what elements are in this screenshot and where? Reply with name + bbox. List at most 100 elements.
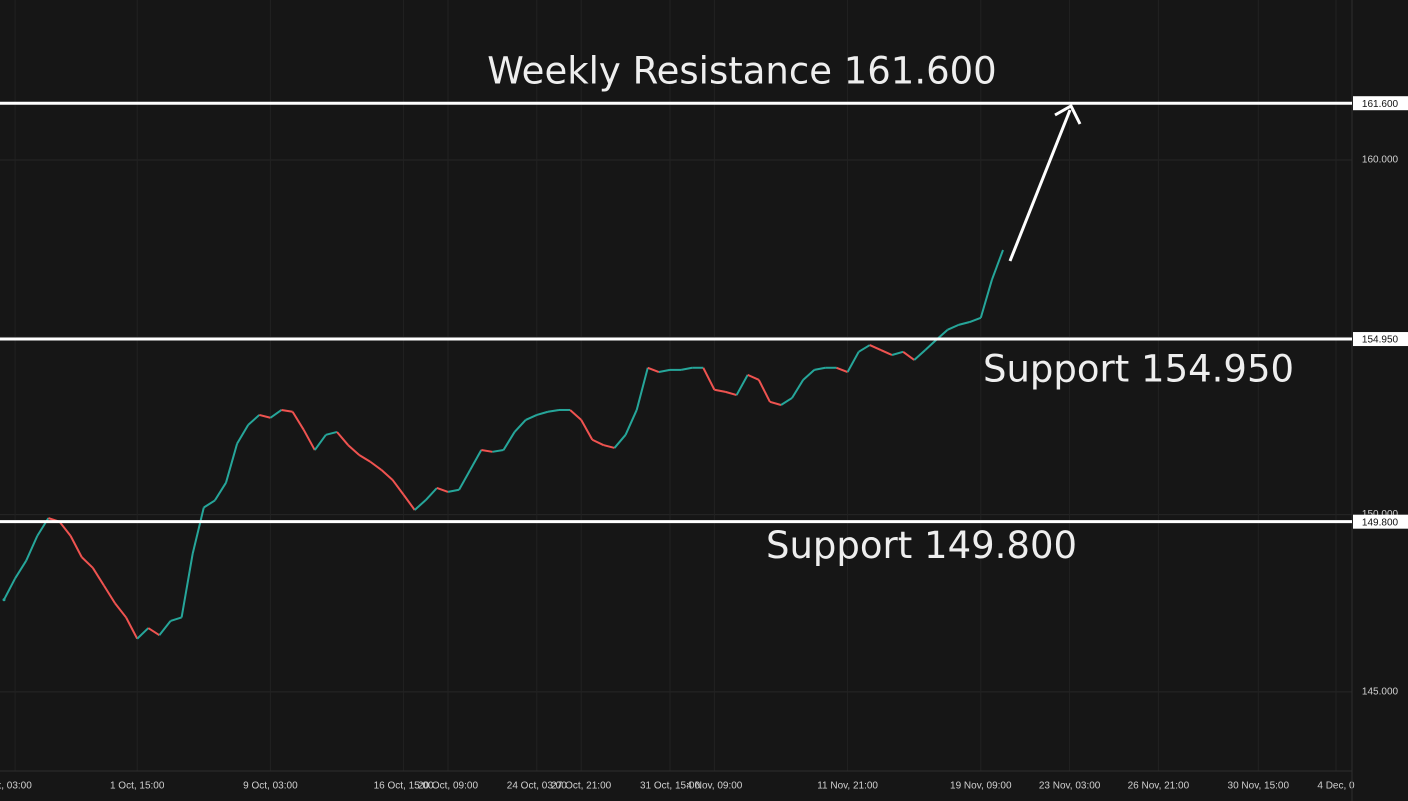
price-segment [269,409,283,419]
price-segment [780,397,793,406]
price-segment [769,400,782,406]
price-segment [492,449,504,453]
price-segment [391,479,405,496]
price-segment [969,316,982,323]
price-tag [1353,514,1408,529]
price-segment [747,373,760,381]
price-segment [725,390,737,397]
price-segment [347,444,360,456]
price-tag-label: 149.800 [1362,517,1399,528]
price-segment [447,488,460,493]
price-segment [325,430,338,436]
x-tick-label: 24 Oct, 03:00 [507,781,567,792]
price-segment [225,443,239,483]
price-segment [91,567,105,587]
x-tick-label: 4 Nov, 09:00 [686,781,742,792]
price-segment [613,434,627,449]
price-segment [25,535,39,562]
price-segment [214,482,227,501]
price-segment [81,556,94,569]
price-segment [203,499,216,509]
price-segment [525,414,538,421]
price-segment [958,321,970,326]
price-segment [513,419,527,433]
price-segment [3,577,16,601]
x-tick-label: 4 Dec, 0 [1317,781,1355,792]
price-segment [979,279,993,319]
level-note: Support 154.950 [983,348,1294,391]
price-segment [869,344,882,351]
x-tick-label: 20 Oct, 09:00 [418,781,478,792]
price-segment [313,434,327,451]
price-tag-label: 161.600 [1362,99,1399,110]
price-segment [481,449,493,453]
price-segment [58,521,72,537]
price-segment [236,424,250,445]
x-tick-label: t, 03:00 [0,781,32,792]
price-segment [580,419,594,441]
level-note: Weekly Resistance 161.600 [487,50,996,93]
price-segment [502,431,516,451]
price-segment [147,627,160,637]
price-segment [302,429,316,451]
price-segment [14,560,28,579]
price-segment [624,409,638,436]
x-tick-label: 9 Oct, 03:00 [243,781,298,792]
price-segment [170,616,182,622]
price-segment [425,487,438,501]
price-segment [891,350,904,356]
price-segment [924,339,938,351]
price-segment [591,438,604,446]
price-segment [358,454,371,463]
price-segment [836,366,848,373]
price-segment [191,507,205,554]
price-segment [414,499,427,511]
price-tag [1353,332,1408,347]
y-tick-label: 145.000 [1362,687,1399,698]
x-tick-label: 31 Oct, 15:00 [640,781,700,792]
price-segment [103,584,116,604]
price-segment [402,494,416,511]
price-segment [259,413,271,419]
price-segment [458,469,472,491]
price-segment [436,487,449,493]
x-tick-label: 26 Nov, 21:00 [1128,781,1190,792]
price-segment [547,408,560,413]
price-segment [947,323,960,331]
price-segment [125,616,139,640]
price-segment [802,369,815,381]
price-segment [913,349,926,361]
plot [2,249,1004,640]
price-segment [990,249,1004,281]
price-segment [281,408,293,413]
price-segment [702,367,716,391]
price-segment [814,366,826,371]
price-segment [469,449,483,471]
arrow [1008,103,1082,262]
y-tick-label: 160.000 [1362,155,1399,166]
price-tag [1353,96,1408,111]
price-segment [569,409,582,421]
price-segment [735,374,749,396]
price-segment [791,379,805,399]
price-segment [880,349,893,356]
price-segment [158,620,172,636]
price-segment [714,388,726,393]
arrow-shaft [1008,109,1072,262]
price-segment [114,602,127,619]
price-segment [635,367,649,411]
x-tick-label: 16 Oct, 15:00 [374,781,434,792]
levels: 161.600 Weekly Resistance 161.600 154.950 S… [0,50,1408,567]
x-tick-label: 1 Oct, 15:00 [110,781,165,792]
x-tick-label: 23 Nov, 03:00 [1039,781,1101,792]
price-segment [858,344,871,353]
price-segment [247,414,260,426]
price-segment [69,535,83,558]
price-segment [536,410,549,416]
price-segment [846,351,860,373]
price-segment [180,553,194,618]
x-tick-label: 11 Nov, 21:00 [817,781,878,792]
price-segment [658,368,671,374]
